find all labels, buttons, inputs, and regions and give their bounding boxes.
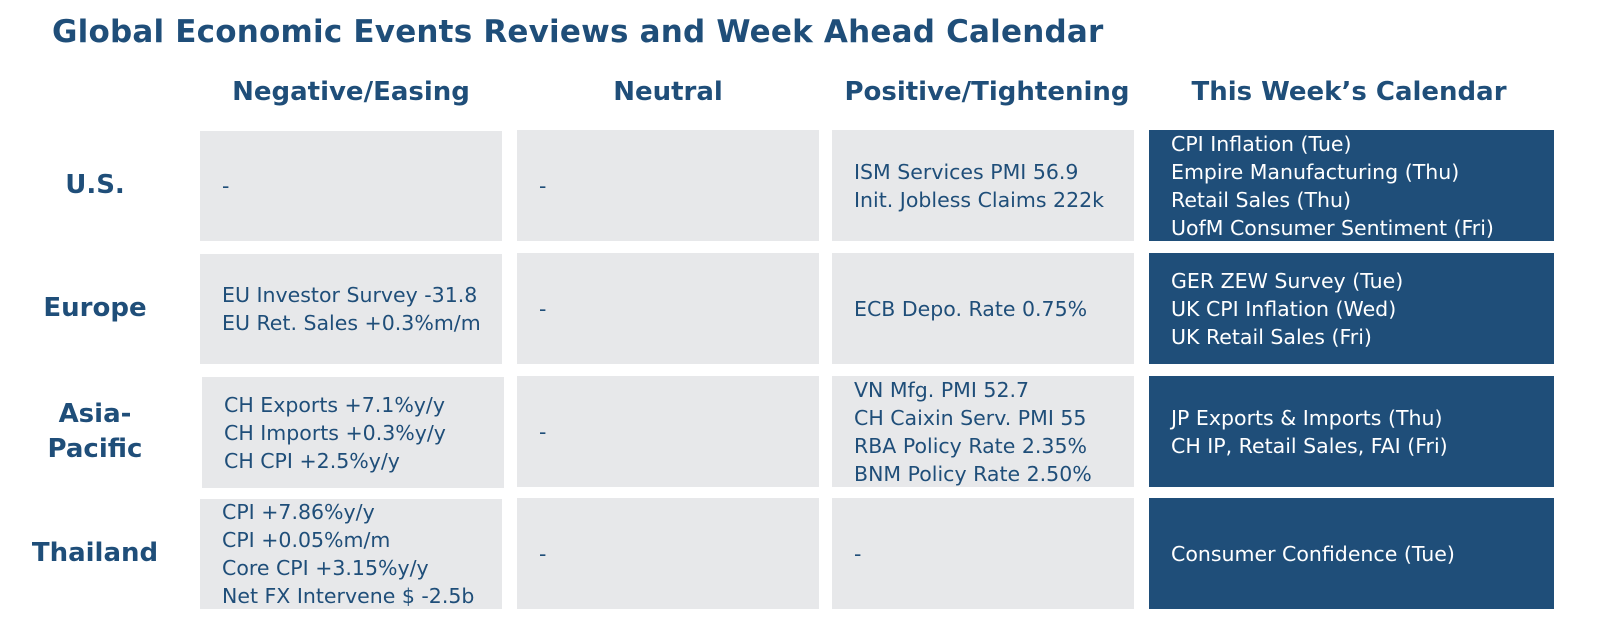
calendar-event: UK CPI Inflation (Wed) [1171, 296, 1397, 321]
cell-line: ECB Depo. Rate 0.75% [854, 296, 1088, 321]
cell-us-calendar: CPI Inflation (Tue) Empire Manufacturing… [1149, 130, 1554, 241]
calendar-event: CPI Inflation (Tue) [1171, 131, 1352, 156]
column-header-calendar: This Week’s Calendar [1191, 77, 1507, 107]
cell-line: VN Mfg. PMI 52.7 [854, 377, 1030, 402]
cell-line: CH CPI +2.5%y/y [224, 448, 400, 473]
calendar-event: UofM Consumer Sentiment (Fri) [1171, 215, 1494, 240]
cell-us-neutral: - [517, 130, 819, 241]
calendar-event: CH IP, Retail Sales, FAI (Fri) [1171, 433, 1448, 458]
cell-us-negative: - [200, 131, 502, 241]
cell-line: RBA Policy Rate 2.35% [854, 433, 1087, 458]
cell-line: CPI +7.86%y/y [222, 500, 375, 524]
cell-line: - [539, 173, 547, 198]
calendar-event: Empire Manufacturing (Thu) [1171, 159, 1460, 184]
cell-line: EU Ret. Sales +0.3%m/m [222, 311, 481, 335]
cell-line: - [539, 419, 547, 444]
cell-europe-positive: ECB Depo. Rate 0.75% [832, 253, 1134, 364]
row-label-line: Asia- [58, 398, 132, 429]
row-label-line: Pacific [47, 433, 143, 464]
cell-thailand-negative: CPI +7.86%y/y CPI +0.05%m/m Core CPI +3.… [200, 499, 502, 609]
row-label-thailand: Thailand [31, 538, 159, 568]
column-header-negative: Negative/Easing [232, 77, 470, 107]
column-header-positive: Positive/Tightening [844, 77, 1130, 107]
page-title: Global Economic Events Reviews and Week … [52, 14, 1104, 50]
cell-europe-neutral: - [517, 253, 819, 364]
cell-asia-pacific-positive: VN Mfg. PMI 52.7 CH Caixin Serv. PMI 55 … [832, 376, 1134, 487]
cell-line: CH Imports +0.3%y/y [224, 420, 446, 445]
cell-asia-pacific-neutral: - [517, 376, 819, 487]
cell-us-positive: ISM Services PMI 56.9 Init. Jobless Clai… [832, 130, 1134, 241]
cell-europe-calendar: GER ZEW Survey (Tue) UK CPI Inflation (W… [1149, 253, 1554, 364]
row-label-asia-pacific: Asia- Pacific [10, 376, 180, 487]
cell-thailand-positive: - [832, 498, 1134, 609]
cell-line: CPI +0.05%m/m [222, 528, 391, 552]
calendar-event: JP Exports & Imports (Thu) [1171, 405, 1443, 430]
column-header-neutral: Neutral [613, 77, 723, 107]
cell-line: BNM Policy Rate 2.50% [854, 461, 1092, 486]
cell-line: CH Caixin Serv. PMI 55 [854, 405, 1087, 430]
cell-line: ISM Services PMI 56.9 [854, 159, 1079, 184]
cell-line: Init. Jobless Claims 222k [854, 187, 1105, 212]
cell-europe-negative: EU Investor Survey -31.8 EU Ret. Sales +… [200, 254, 502, 364]
cell-thailand-neutral: - [517, 498, 819, 609]
cell-line: - [539, 296, 547, 321]
cell-line: Core CPI +3.15%y/y [222, 556, 429, 580]
calendar-event: GER ZEW Survey (Tue) [1171, 268, 1404, 293]
cell-asia-pacific-negative: CH Exports +7.1%y/y CH Imports +0.3%y/y … [202, 377, 504, 488]
cell-asia-pacific-calendar: JP Exports & Imports (Thu) CH IP, Retail… [1149, 376, 1554, 487]
row-label-europe: Europe [43, 293, 147, 323]
row-label-us: U.S. [65, 170, 125, 200]
calendar-event: Retail Sales (Thu) [1171, 187, 1352, 212]
cell-line: Net FX Intervene $ -2.5b [222, 584, 475, 608]
cell-thailand-calendar: Consumer Confidence (Tue) [1149, 498, 1554, 609]
cell-line: CH Exports +7.1%y/y [224, 392, 445, 417]
calendar-event: UK Retail Sales (Fri) [1171, 324, 1372, 349]
calendar-event: Consumer Confidence (Tue) [1171, 541, 1455, 566]
cell-line: - [222, 174, 230, 198]
cell-line: - [854, 541, 862, 566]
cell-line: EU Investor Survey -31.8 [222, 283, 478, 307]
cell-line: - [539, 541, 547, 566]
